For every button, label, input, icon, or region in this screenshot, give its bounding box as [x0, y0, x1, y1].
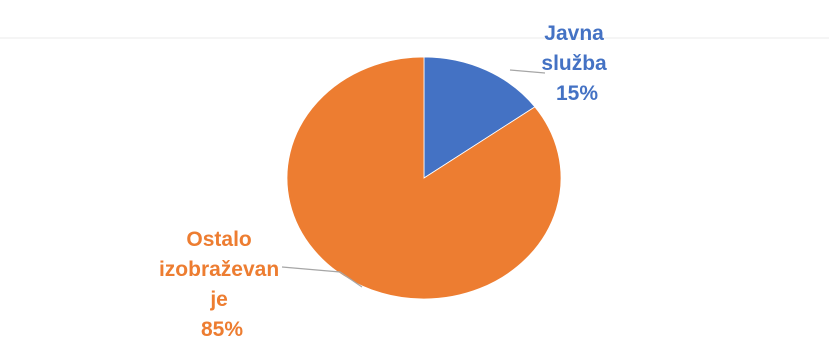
label-line: izobraževan	[159, 258, 279, 281]
label-line: Javna	[544, 22, 604, 45]
leader-lines	[281, 69, 546, 288]
label-line: Ostalo	[186, 228, 251, 251]
label-line: je	[209, 288, 228, 311]
pie-slices	[286, 56, 562, 300]
leader-line-1	[281, 266, 363, 288]
data-label-javna-sluzba: Javna služba 15%	[541, 22, 612, 105]
label-line: služba	[541, 52, 607, 75]
pie-slice-0	[423, 56, 536, 179]
pie-slice-1	[286, 56, 562, 300]
data-label-ostalo-izobrazevanje: Ostalo izobraževan je 85%	[159, 228, 285, 341]
label-line: 85%	[201, 318, 243, 341]
label-line: 15%	[556, 82, 598, 105]
leader-line-0	[509, 69, 546, 74]
